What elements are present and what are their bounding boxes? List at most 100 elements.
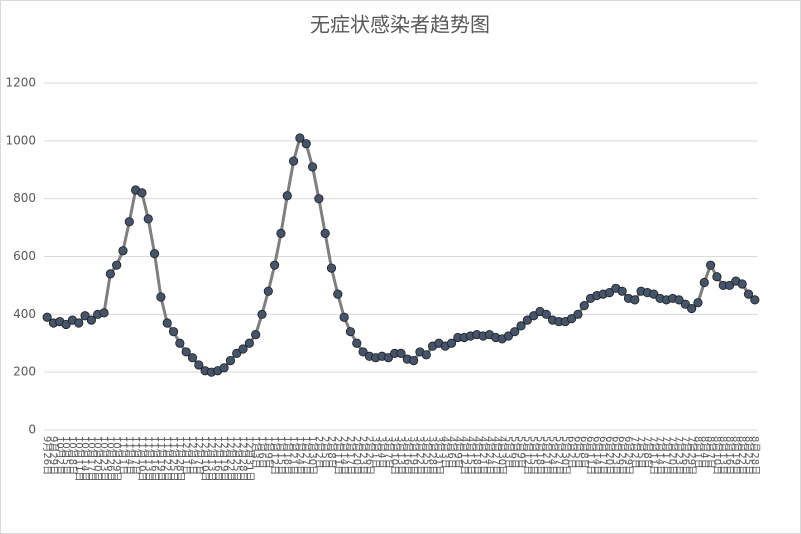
x-tick-label: 1月21日 (288, 436, 300, 475)
x-tick-label: 7月2日 (629, 436, 641, 469)
data-point (687, 303, 697, 314)
x-tick-label: 6月23日 (610, 436, 622, 475)
data-point (699, 277, 709, 288)
data-point (383, 353, 393, 363)
x-tick-label: 10月14日 (79, 436, 91, 481)
x-tick-label: 8月28日 (749, 436, 761, 475)
x-tick-label: 10月29日 (111, 436, 123, 481)
x-tick-label: 3月31日 (433, 436, 445, 475)
x-tick-label: 12月7日 (193, 436, 205, 475)
x-tick-label: 8月22日 (736, 436, 748, 475)
x-tick-label: 7月23日 (673, 436, 685, 475)
data-point (288, 156, 299, 166)
x-tick-label: 4月18日 (471, 436, 483, 475)
x-tick-label: 11月22日 (161, 436, 173, 481)
y-tick-label: 400 (13, 307, 36, 321)
data-point (604, 288, 615, 298)
data-point (693, 298, 703, 308)
x-tick-label: 3月22日 (414, 436, 426, 475)
x-tick-label: 12月16日 (212, 436, 224, 481)
x-tick-label: 7月20日 (667, 436, 679, 475)
data-point (74, 318, 84, 328)
x-tick-label: 6月17日 (597, 436, 609, 475)
x-tick-label: 12月13日 (205, 436, 217, 481)
data-point (541, 309, 551, 319)
x-tick-label: 3月28日 (427, 436, 439, 475)
data-point (257, 309, 267, 319)
x-tick-label: 2月2日 (313, 436, 325, 469)
x-tick-label: 11月4日 (123, 436, 135, 475)
x-tick-label: 4月9日 (452, 436, 464, 469)
chart-title: 无症状感染者趋势图 (310, 13, 490, 37)
x-tick-label: 5月12日 (521, 436, 533, 475)
data-point (124, 217, 134, 227)
data-point (503, 331, 514, 341)
data-point (156, 292, 166, 302)
x-tick-label: 10月26日 (104, 436, 116, 481)
data-point (516, 321, 526, 331)
y-tick-label: 1200 (5, 76, 36, 90)
x-tick-label: 3月13日 (395, 436, 407, 475)
x-tick-label: 1月12日 (269, 436, 281, 475)
x-tick-label: 12月19日 (218, 436, 230, 481)
x-tick-label: 5月27日 (553, 436, 565, 475)
data-point (143, 214, 153, 224)
data-point (112, 260, 122, 270)
data-point (270, 260, 280, 270)
data-point (118, 246, 128, 256)
x-tick-label: 7月26日 (679, 436, 691, 475)
data-point (617, 286, 627, 296)
x-tick-label: 7月8日 (641, 436, 653, 469)
x-tick-label: 4月27日 (490, 436, 502, 475)
data-point (187, 353, 198, 363)
data-point (333, 289, 343, 299)
x-tick-label: 2月26日 (363, 436, 375, 475)
x-tick-label: 8月13日 (717, 436, 729, 475)
data-point (579, 301, 589, 311)
data-point (149, 249, 160, 259)
data-point (251, 329, 261, 340)
data-point (162, 318, 172, 328)
data-point (649, 289, 659, 299)
data-point (446, 338, 457, 348)
data-point (630, 295, 640, 305)
x-tick-label: 2月23日 (357, 436, 369, 475)
data-point (181, 347, 191, 357)
x-tick-label: 1月24日 (294, 436, 306, 475)
x-tick-label: 3月10日 (389, 436, 401, 475)
x-tick-label: 4月15日 (465, 436, 477, 475)
data-point (339, 312, 349, 322)
data-point (99, 308, 109, 318)
x-tick-label: 1月18日 (281, 436, 293, 475)
y-tick-label: 800 (13, 191, 36, 205)
x-tick-label: 10月23日 (98, 436, 110, 481)
x-tick-label: 10月20日 (92, 436, 104, 481)
y-tick-label: 200 (13, 365, 36, 379)
x-tick-label: 11月7日 (130, 436, 142, 475)
x-tick-label: 8月4日 (698, 436, 710, 469)
x-tick-label: 12月31日 (243, 436, 255, 481)
x-tick-label: 12月10日 (199, 436, 211, 481)
x-tick-label: 2月11日 (332, 436, 344, 475)
x-tick-label: 3月1日 (370, 436, 382, 469)
data-point (80, 311, 90, 321)
data-point (238, 344, 248, 354)
x-tick-label: 6月5日 (572, 436, 584, 469)
x-tick-label: 5月21日 (540, 436, 552, 475)
x-tick-label: 11月16日 (149, 436, 161, 481)
x-tick-label: 4月3日 (439, 436, 451, 469)
data-point (409, 355, 419, 366)
data-point (225, 355, 235, 366)
data-point (680, 299, 690, 309)
x-tick-label: 8月7日 (705, 436, 717, 469)
x-tick-label: 11月19日 (155, 436, 167, 481)
data-point (105, 269, 115, 279)
data-point (175, 338, 185, 348)
data-point (307, 162, 318, 172)
x-tick-label: 12月4日 (186, 436, 198, 475)
x-tick-label: 6月8日 (578, 436, 590, 469)
data-point (750, 295, 760, 305)
x-tick-label: 11月13日 (142, 436, 154, 481)
